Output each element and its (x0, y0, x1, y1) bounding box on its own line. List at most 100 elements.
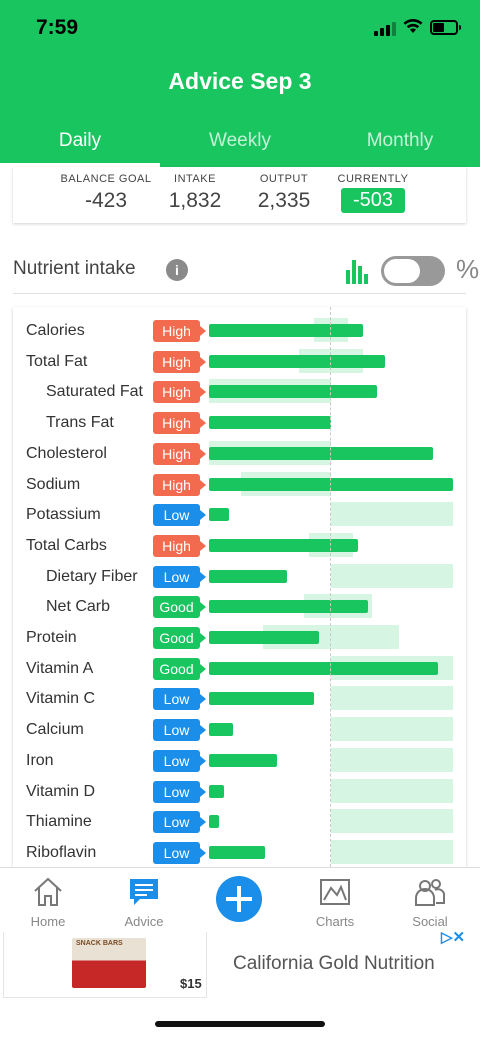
intake-bar (209, 723, 234, 737)
status-badge: Good (153, 627, 206, 649)
nutrient-name: Riboflavin (26, 843, 97, 861)
cellular-signal-icon (374, 22, 396, 36)
snack-bar-box (72, 938, 146, 988)
intake-bar (209, 324, 363, 337)
ad-image[interactable]: SNACK BARS $15 (3, 932, 207, 998)
social-icon (415, 879, 446, 906)
nutrient-row[interactable]: Saturated Fat High (13, 378, 466, 409)
intake-bar (209, 477, 453, 491)
intake-bar (209, 784, 224, 798)
wifi-icon (403, 19, 423, 33)
intake-bar (209, 508, 229, 522)
nutrient-name: Trans Fat (46, 414, 114, 432)
status-badge: Low (153, 780, 206, 803)
ad-banner[interactable]: SNACK BARS $15 California Gold Nutrition… (0, 929, 480, 1002)
ad-advertiser[interactable]: California Gold Nutrition (233, 953, 435, 974)
intake-bar (209, 631, 319, 644)
ad-choices-icon[interactable]: ▷✕ (441, 929, 466, 946)
tab-monthly[interactable]: Monthly (320, 117, 480, 167)
intake-bar (209, 538, 358, 552)
toggle-knob (384, 259, 420, 283)
nutrient-name: Protein (26, 629, 77, 646)
intake-bar (209, 661, 439, 675)
nutrient-row[interactable]: Trans Fat High (13, 409, 466, 440)
nutrient-name: Potassium (26, 506, 101, 524)
nav-home[interactable]: Home (8, 868, 88, 933)
status-badge: High (153, 534, 206, 557)
nutrient-name: Dietary Fiber (46, 567, 138, 585)
status-badge: Low (153, 688, 206, 711)
page-title: Advice Sep 3 (168, 68, 312, 94)
calorie-summary-card: BALANCE GOAL -423 INTAKE 1,832 OUTPUT 2,… (13, 167, 466, 223)
nutrient-row[interactable]: Net Carb Good (13, 593, 466, 624)
nutrient-row[interactable]: Iron Low (13, 747, 466, 778)
intake-value: 1,832 (168, 189, 222, 212)
nutrient-name: Total Fat (26, 352, 88, 370)
nutrient-row[interactable]: Vitamin C Low (13, 685, 466, 716)
nutrient-row[interactable]: Calories High (13, 317, 466, 348)
status-badge: High (153, 381, 206, 404)
nav-advice[interactable]: Advice (104, 868, 184, 933)
nutrient-row[interactable]: Total Carbs High (13, 532, 466, 563)
nutrient-row[interactable]: Cholesterol High (13, 440, 466, 471)
nutrient-row[interactable]: Sodium High (13, 471, 466, 502)
nutrient-row[interactable]: Potassium Low (13, 501, 466, 532)
active-tab-indicator (0, 163, 160, 167)
nutrient-name: Cholesterol (26, 444, 107, 462)
intake-bar (209, 753, 278, 767)
target-range-band (331, 747, 453, 772)
balance-goal-value: -423 (84, 189, 128, 212)
tab-weekly[interactable]: Weekly (160, 117, 320, 167)
status-badge: Low (153, 504, 206, 527)
status-badge: High (153, 350, 206, 373)
nav-social[interactable]: Social (390, 868, 470, 933)
intake-bar (209, 416, 331, 430)
currently-label: CURRENTLY (337, 173, 409, 185)
status-badge: High (153, 412, 206, 435)
home-indicator (155, 1021, 325, 1027)
percent-toggle[interactable] (381, 256, 445, 286)
intake-label: INTAKE (174, 173, 216, 185)
intake-bar (209, 692, 314, 706)
nutrient-name: Iron (26, 751, 54, 769)
nutrient-row[interactable]: Riboflavin Low (13, 839, 466, 867)
target-line (330, 307, 331, 867)
target-range-band (331, 778, 453, 803)
nutrient-row[interactable]: Total Fat High (13, 348, 466, 379)
ad-price: $15 (180, 976, 202, 991)
target-range-band (331, 686, 453, 711)
nutrient-row[interactable]: Vitamin D Low (13, 778, 466, 809)
nutrient-chart-card: Calories High Total Fat High Saturated Fat Hi… (13, 307, 466, 867)
nutrient-name: Total Carbs (26, 536, 107, 554)
intake-bar (209, 446, 434, 460)
tab-daily[interactable]: Daily (0, 117, 160, 167)
balance-goal-label: BALANCE GOAL (60, 173, 152, 185)
status-badge: Good (153, 657, 206, 680)
nutrient-intake-header: Nutrient intake i % (13, 250, 479, 294)
tab-monthly-label: Monthly (366, 130, 434, 151)
nutrient-row[interactable]: Calcium Low (13, 716, 466, 747)
output-stat: OUTPUT 2,335 (249, 173, 319, 213)
status-badge: Good (153, 596, 206, 619)
nutrient-row[interactable]: Thiamine Low (13, 808, 466, 839)
ad-product-text: SNACK BARS (76, 940, 123, 947)
nutrient-row[interactable]: Dietary Fiber Low (13, 563, 466, 594)
intake-bar (209, 815, 219, 829)
add-icon[interactable] (216, 876, 262, 922)
target-range-band (331, 563, 453, 588)
app-header: 7:59 Advice Sep 3 Daily Weekly Monthly (0, 0, 480, 167)
intake-bar (209, 845, 266, 859)
currently-stat: CURRENTLY -503 (331, 173, 415, 213)
nutrient-row[interactable]: Protein Good (13, 624, 466, 655)
output-value: 2,335 (257, 189, 311, 212)
nutrient-name: Sodium (26, 475, 81, 493)
nutrient-name: Vitamin D (26, 782, 96, 800)
nav-charts[interactable]: Charts (295, 868, 375, 933)
bar-chart-icon[interactable] (346, 258, 368, 284)
status-badge: Low (153, 841, 206, 864)
info-icon[interactable]: i (166, 259, 188, 281)
currently-value: -503 (340, 188, 406, 213)
nutrient-row[interactable]: Vitamin A Good (13, 655, 466, 686)
nav-home-label: Home (30, 914, 66, 929)
intake-bar (209, 354, 385, 368)
